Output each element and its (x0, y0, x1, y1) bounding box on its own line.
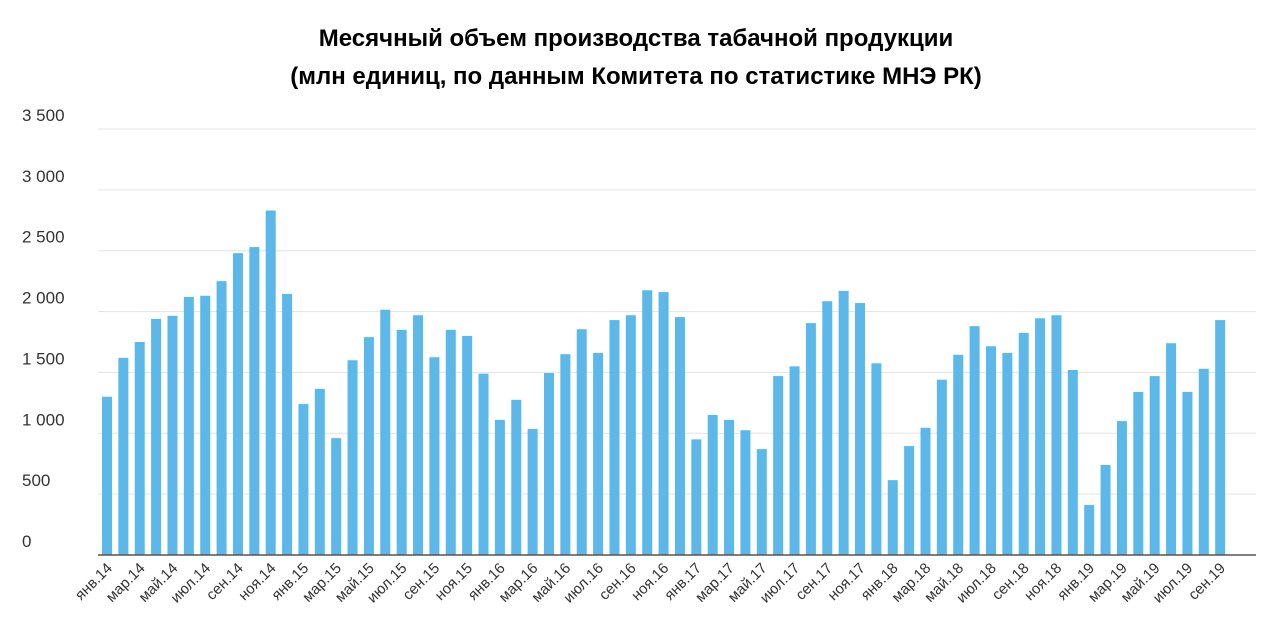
bar (445, 329, 456, 555)
x-tick-label: сен.19 (1185, 560, 1229, 604)
y-tick-label: 0 (22, 532, 31, 551)
bar (1100, 464, 1111, 555)
bar (707, 415, 718, 555)
chart-subtitle: (млн единиц, по данным Комитета по стати… (290, 63, 982, 90)
bar (347, 360, 358, 555)
bar (740, 430, 751, 555)
y-tick-label: 500 (22, 471, 50, 490)
bar (494, 419, 505, 555)
bar (691, 439, 702, 555)
bar (314, 388, 325, 555)
bar (904, 446, 915, 555)
y-tick-label: 3 000 (22, 167, 65, 186)
bar (1035, 318, 1046, 555)
bar (1067, 369, 1078, 555)
bar (413, 315, 424, 555)
bar (511, 399, 522, 555)
bar (1182, 391, 1193, 555)
bar (953, 354, 964, 555)
y-tick-label: 3 500 (22, 106, 65, 125)
bar (658, 292, 669, 555)
bar (380, 309, 391, 555)
bar (576, 329, 587, 555)
bar (838, 290, 849, 555)
bar (183, 296, 194, 555)
bar (249, 247, 260, 555)
bar (1166, 343, 1177, 555)
bar (674, 317, 685, 555)
bar (1215, 320, 1226, 555)
bar (543, 373, 554, 555)
bar (429, 357, 440, 555)
bar (200, 295, 211, 555)
bar (642, 290, 653, 555)
bar (724, 419, 735, 555)
bar (871, 363, 882, 555)
bar (216, 281, 227, 555)
bar (1133, 391, 1144, 555)
bar (265, 210, 276, 555)
bar (805, 323, 816, 555)
bar (920, 427, 931, 555)
bar (609, 320, 620, 555)
chart-title: Месячный объем производства табачной про… (319, 25, 953, 52)
bar (462, 335, 473, 555)
bar (1084, 505, 1095, 555)
bar (1002, 352, 1013, 555)
bar (298, 404, 309, 555)
bar (756, 449, 767, 555)
bar (478, 373, 489, 555)
bar (1149, 376, 1160, 555)
bar (887, 480, 898, 555)
bar (822, 301, 833, 555)
bar (134, 342, 145, 555)
bar (625, 315, 636, 555)
bar (167, 315, 178, 555)
bar (396, 329, 407, 555)
bar (282, 293, 293, 555)
bar (151, 318, 162, 555)
bar (855, 303, 866, 555)
bar (1018, 332, 1029, 555)
bar (985, 346, 996, 555)
bar (1116, 421, 1127, 555)
bar (102, 396, 112, 555)
bar (789, 366, 800, 555)
bar (969, 326, 980, 555)
bar (1051, 315, 1062, 555)
y-tick-label: 2 500 (22, 228, 65, 247)
y-tick-label: 1 500 (22, 349, 65, 368)
bar (527, 429, 538, 555)
y-tick-label: 1 000 (22, 410, 65, 429)
bar (773, 376, 784, 555)
bar (118, 357, 129, 555)
bar (232, 253, 243, 556)
bar (1198, 368, 1209, 555)
bar (593, 352, 604, 555)
bar (560, 354, 571, 555)
bar (936, 379, 947, 555)
bar (331, 438, 342, 555)
y-tick-label: 2 000 (22, 289, 65, 308)
bar (363, 337, 374, 555)
